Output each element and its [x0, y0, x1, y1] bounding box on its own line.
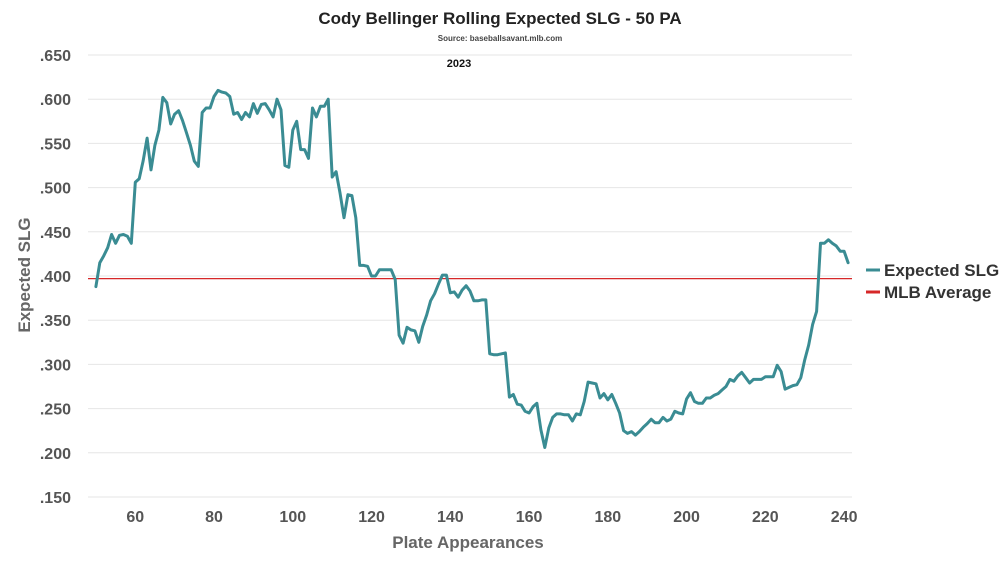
x-axis-ticks: 60 80 100 120 140 160 180 200 220 240	[126, 509, 857, 526]
year-annotation: 2023	[447, 58, 471, 70]
y-tick-label: .600	[40, 92, 71, 109]
y-tick-label: .450	[40, 225, 71, 242]
x-tick-label: 120	[358, 509, 385, 526]
x-tick-label: 60	[126, 509, 144, 526]
grid-lines	[88, 54, 852, 498]
x-tick-label: 100	[279, 509, 306, 526]
y-axis-ticks: .150 .200 .250 .300 .350 .400 .450 .500 .550 .600…	[40, 48, 71, 507]
chart-subtitle: Source: baseballsavant.mlb.com	[438, 34, 563, 43]
y-axis-title: Expected SLG	[15, 217, 34, 332]
series-lines	[94, 88, 850, 449]
y-tick-label: .500	[40, 181, 71, 198]
x-tick-label: 220	[752, 509, 779, 526]
y-tick-label: .300	[40, 357, 71, 374]
legend: Expected SLG MLB Average	[866, 261, 999, 302]
x-tick-label: 80	[205, 509, 223, 526]
x-tick-label: 240	[831, 509, 858, 526]
y-tick-label: .650	[40, 48, 71, 65]
chart-title: Cody Bellinger Rolling Expected SLG - 50…	[318, 9, 681, 28]
legend-label: Expected SLG	[884, 261, 999, 280]
x-tick-label: 200	[673, 509, 700, 526]
y-tick-label: .250	[40, 402, 71, 419]
y-tick-label: .150	[40, 490, 71, 507]
x-tick-label: 180	[594, 509, 621, 526]
x-tick-label: 160	[516, 509, 543, 526]
x-axis-title: Plate Appearances	[392, 533, 544, 552]
x-tick-label: 140	[437, 509, 464, 526]
legend-label: MLB Average	[884, 283, 991, 302]
y-tick-label: .200	[40, 446, 71, 463]
y-tick-label: .350	[40, 313, 71, 330]
expected-slg-line	[94, 88, 850, 449]
y-tick-label: .400	[40, 269, 71, 286]
y-tick-label: .550	[40, 136, 71, 153]
